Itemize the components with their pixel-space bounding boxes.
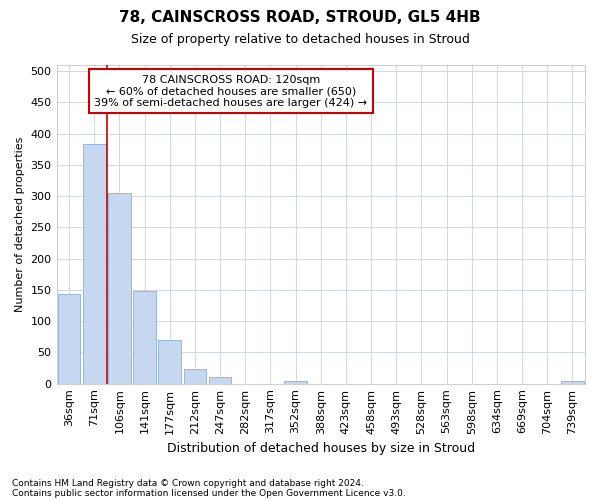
Y-axis label: Number of detached properties: Number of detached properties [15, 136, 25, 312]
Bar [561, 380, 584, 384]
Text: Contains public sector information licensed under the Open Government Licence v3: Contains public sector information licen… [12, 488, 406, 498]
Text: Size of property relative to detached houses in Stroud: Size of property relative to detached ho… [131, 32, 469, 46]
Text: 78 CAINSCROSS ROAD: 120sqm
← 60% of detached houses are smaller (650)
39% of sem: 78 CAINSCROSS ROAD: 120sqm ← 60% of deta… [94, 74, 367, 108]
Text: Contains HM Land Registry data © Crown copyright and database right 2024.: Contains HM Land Registry data © Crown c… [12, 478, 364, 488]
Bar [58, 294, 80, 384]
Bar [108, 193, 131, 384]
Bar [184, 368, 206, 384]
Bar [83, 144, 106, 384]
Bar [133, 291, 156, 384]
Bar [284, 380, 307, 384]
Bar [209, 378, 232, 384]
Bar [158, 340, 181, 384]
Text: 78, CAINSCROSS ROAD, STROUD, GL5 4HB: 78, CAINSCROSS ROAD, STROUD, GL5 4HB [119, 10, 481, 25]
X-axis label: Distribution of detached houses by size in Stroud: Distribution of detached houses by size … [167, 442, 475, 455]
